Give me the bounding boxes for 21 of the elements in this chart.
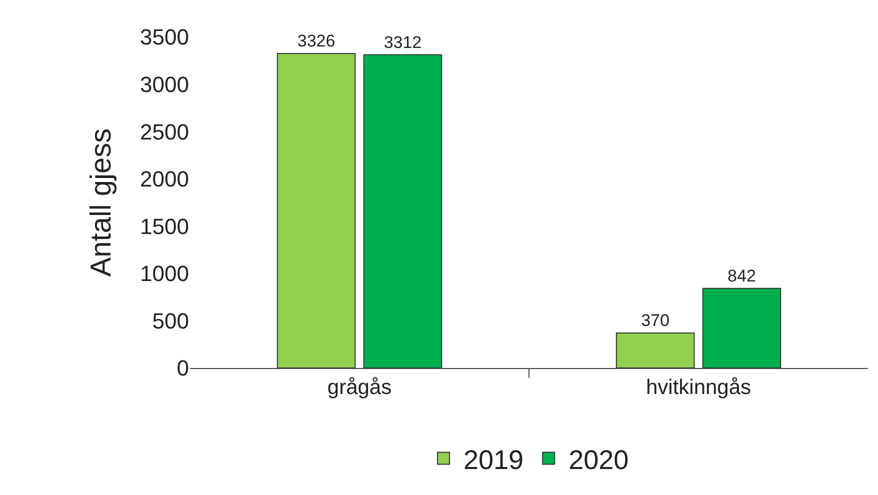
x-tick-label: grågås (327, 376, 392, 400)
bar (363, 54, 442, 368)
y-tick-label: 1000 (140, 261, 189, 286)
y-tick-label: 1500 (140, 214, 189, 239)
bar (276, 52, 356, 368)
y-tick-label: 500 (152, 308, 189, 334)
legend-label: 2019 (464, 444, 524, 475)
bar (616, 332, 695, 368)
y-tick-label: 2500 (140, 119, 189, 144)
y-tick-label: 2000 (140, 166, 189, 192)
data-label: 3312 (384, 32, 422, 52)
data-label: 842 (728, 266, 756, 286)
y-axis-title: Antall gjess (85, 128, 118, 277)
y-tick-label: 3000 (140, 72, 189, 97)
data-label: 3326 (297, 31, 336, 50)
y-tick-label: 0 (176, 356, 189, 381)
x-tick-label: hvitkinngås (646, 376, 752, 400)
legend-label: 2020 (568, 444, 629, 475)
bar (702, 288, 782, 368)
y-tick-label: 3500 (140, 24, 189, 50)
data-label: 370 (641, 311, 670, 330)
